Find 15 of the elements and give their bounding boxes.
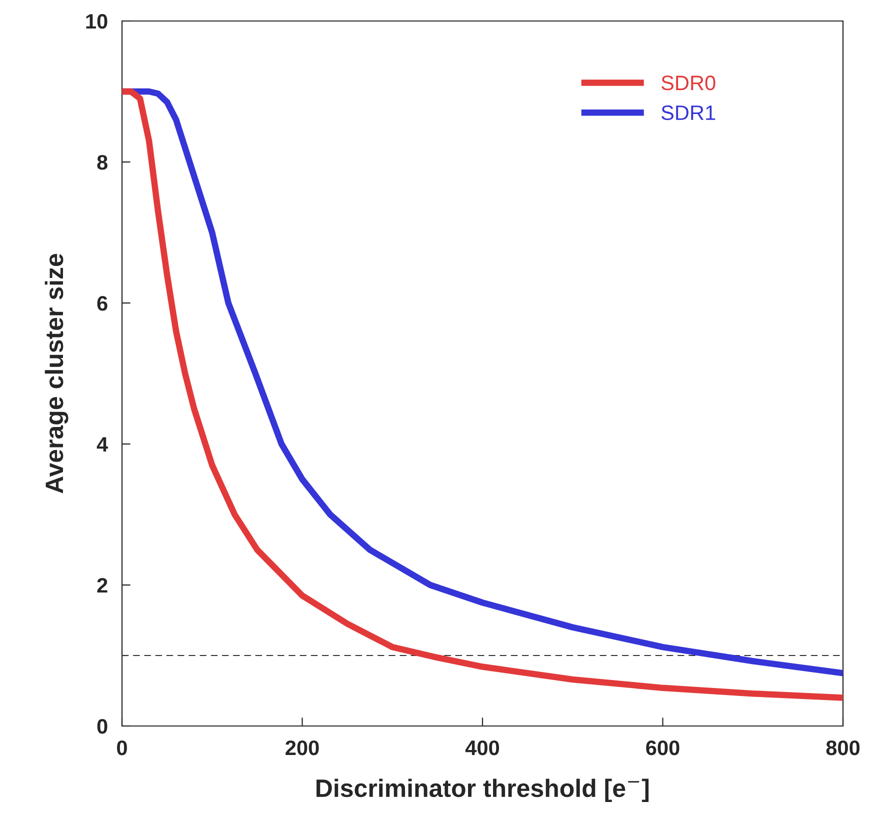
- x-tick-label: 400: [465, 740, 500, 756]
- y-axis-title: Average cluster size: [44, 254, 68, 494]
- y-tick-label: 8: [97, 155, 108, 170]
- x-tick-label: 200: [286, 740, 319, 756]
- legend-label: SDR1: [661, 105, 716, 120]
- y-tick-label: 0: [97, 719, 108, 734]
- y-tick-label: 6: [97, 296, 108, 311]
- legend-label: SDR0: [661, 76, 716, 90]
- y-tick-label: 2: [97, 578, 108, 593]
- x-tick-label: 0: [117, 740, 127, 756]
- x-tick-label: 600: [646, 740, 680, 756]
- x-axis-title: Discriminator threshold [e$^{−}$]: [316, 778, 649, 802]
- x-tick-label: 800: [826, 740, 860, 756]
- y-tick-label: 10: [86, 14, 108, 29]
- y-tick-label: 4: [96, 437, 108, 452]
